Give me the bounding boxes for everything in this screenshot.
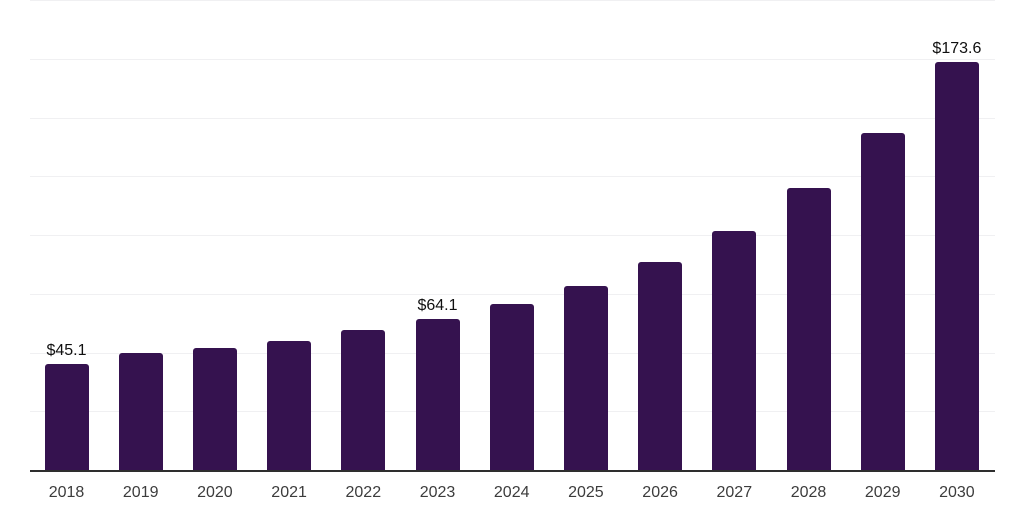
x-axis-label-2025: 2025 bbox=[568, 484, 604, 501]
bar-2027 bbox=[712, 230, 757, 470]
bar-2020 bbox=[192, 347, 237, 470]
bar-value-label-2030: $173.6 bbox=[932, 40, 982, 58]
plot-area: $45.1 $64.1 $173.6 bbox=[30, 0, 995, 472]
bar-2023 bbox=[415, 319, 460, 470]
x-axis-label-2029: 2029 bbox=[864, 484, 901, 501]
gridline bbox=[30, 235, 995, 236]
x-axis-label-2019: 2019 bbox=[122, 484, 159, 501]
bar-2024 bbox=[489, 304, 534, 470]
x-axis-label-2028: 2028 bbox=[790, 484, 827, 501]
x-axis-label-2020: 2020 bbox=[197, 484, 233, 501]
gridline bbox=[30, 117, 995, 119]
x-axis-label-2030: 2030 bbox=[939, 484, 975, 501]
x-axis-label-2026: 2026 bbox=[642, 484, 678, 501]
x-axis-label-2023: 2023 bbox=[419, 484, 456, 501]
gridline bbox=[30, 293, 995, 295]
bar-2021 bbox=[267, 341, 312, 470]
x-axis-label-2018: 2018 bbox=[48, 484, 85, 501]
x-axis-label-2027: 2027 bbox=[716, 484, 753, 501]
bar-2025 bbox=[563, 285, 608, 470]
bar-2030 bbox=[934, 62, 979, 470]
x-axis-label-2024: 2024 bbox=[493, 484, 530, 501]
bar-2028 bbox=[786, 187, 831, 470]
bar-2029 bbox=[860, 132, 905, 470]
bar-2026 bbox=[638, 261, 683, 470]
gridline bbox=[30, 0, 995, 1]
bar-2022 bbox=[341, 329, 386, 470]
gridline bbox=[30, 176, 995, 178]
bar-2019 bbox=[118, 352, 163, 470]
gridline bbox=[30, 58, 995, 60]
x-axis-label-2021: 2021 bbox=[271, 484, 307, 501]
bar-value-label-2018: $45.1 bbox=[46, 342, 87, 360]
x-axis-label-2022: 2022 bbox=[345, 484, 382, 501]
bar-2018 bbox=[44, 364, 89, 470]
bar-value-label-2023: $64.1 bbox=[417, 297, 458, 315]
